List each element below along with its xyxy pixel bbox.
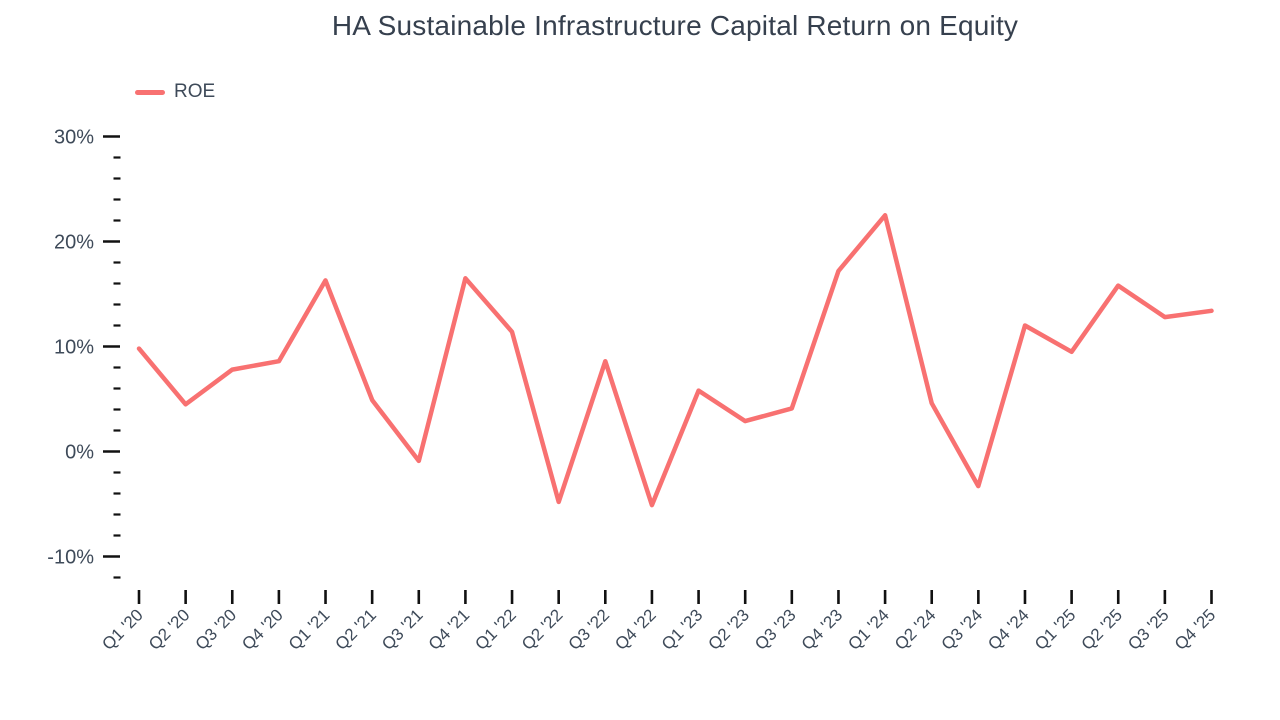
x-tick-label: Q3 '24 xyxy=(938,605,986,653)
legend-label-roe: ROE xyxy=(174,81,216,102)
x-tick-label: Q4 '20 xyxy=(238,605,286,653)
x-tick-label: Q1 '21 xyxy=(285,605,333,653)
y-tick-label: 0% xyxy=(65,442,94,464)
x-tick-label: Q4 '24 xyxy=(984,605,1032,653)
x-tick-label: Q2 '20 xyxy=(145,605,193,653)
x-tick-label: Q3 '20 xyxy=(192,605,240,653)
x-tick-label: Q1 '23 xyxy=(658,605,706,653)
x-tick-label: Q4 '21 xyxy=(425,605,473,653)
y-tick-label: 10% xyxy=(54,337,94,359)
legend-swatch-roe xyxy=(135,89,165,95)
y-tick-label: 20% xyxy=(54,232,94,254)
x-tick-label: Q1 '20 xyxy=(98,605,146,653)
roe-line-series xyxy=(136,213,1214,508)
x-tick-label: Q4 '25 xyxy=(1171,605,1219,653)
x-tick-label: Q2 '21 xyxy=(331,605,379,653)
x-tick-label: Q3 '25 xyxy=(1124,605,1172,653)
x-tick-label: Q3 '23 xyxy=(751,605,799,653)
x-tick-label: Q2 '24 xyxy=(891,605,939,653)
x-tick-label: Q1 '25 xyxy=(1031,605,1079,653)
chart-title: HA Sustainable Infrastructure Capital Re… xyxy=(331,10,1019,41)
x-tick-label: Q1 '24 xyxy=(844,605,892,653)
x-tick-label: Q3 '21 xyxy=(378,605,426,653)
x-tick-label: Q2 '22 xyxy=(518,605,566,653)
x-tick-label: Q1 '22 xyxy=(471,605,519,653)
y-tick-label: -10% xyxy=(47,547,94,569)
x-tick-label: Q4 '23 xyxy=(798,605,846,653)
y-tick-label: 30% xyxy=(54,127,94,149)
x-tick-label: Q4 '22 xyxy=(611,605,659,653)
x-tick-label: Q2 '23 xyxy=(705,605,753,653)
x-tick-label: Q2 '25 xyxy=(1078,605,1126,653)
x-tick-label: Q3 '22 xyxy=(565,605,613,653)
legend: ROE xyxy=(135,81,215,103)
